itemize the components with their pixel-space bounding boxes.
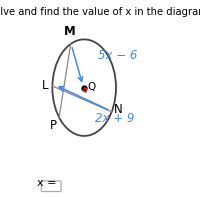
Text: N: N (114, 103, 122, 116)
Text: P: P (49, 119, 56, 132)
Text: 5x − 6: 5x − 6 (98, 49, 137, 62)
Text: Solve and find the value of x in the diagram.: Solve and find the value of x in the dia… (0, 7, 200, 17)
Text: x =: x = (37, 178, 56, 189)
Text: L: L (42, 79, 49, 92)
Text: Q: Q (88, 82, 96, 92)
Text: M: M (64, 25, 76, 38)
FancyBboxPatch shape (41, 181, 61, 191)
Text: 2x + 9: 2x + 9 (95, 112, 135, 125)
